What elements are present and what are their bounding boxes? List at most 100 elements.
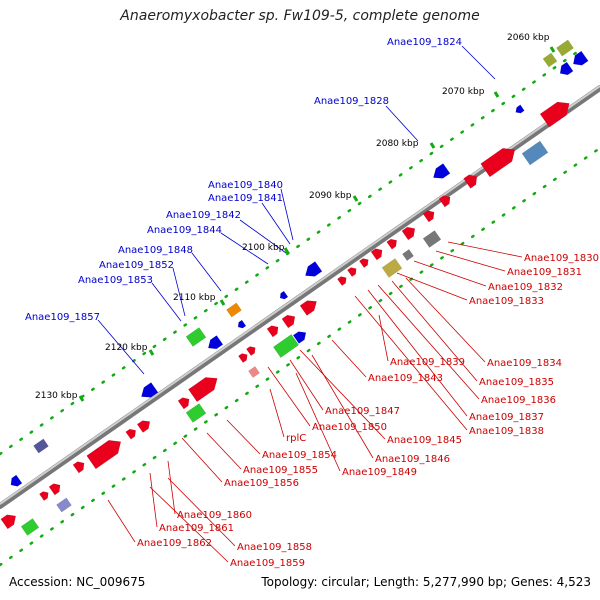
gene-label: Anae109_1858 [237, 542, 312, 553]
scale-tick-label: 2110 kbp [173, 293, 216, 303]
leader-line-top [151, 282, 182, 322]
leader-line-bottom [206, 432, 242, 470]
reverse-gene-arrow [141, 382, 159, 398]
gene-label: Anae109_1841 [208, 193, 283, 204]
gene-label: Anae109_1861 [159, 523, 234, 534]
forward-gene-arrow [337, 276, 347, 286]
forward-gene-arrow [0, 514, 16, 530]
gene-label: Anae109_1828 [314, 96, 389, 107]
leader-line-top [461, 45, 496, 80]
leader-line-bottom [396, 272, 468, 301]
leader-line-bottom [331, 339, 367, 378]
gene-label: Anae109_1843 [368, 373, 443, 384]
forward-gene-arrow [359, 258, 369, 268]
leader-line-bottom [405, 277, 486, 363]
leader-line-top [97, 319, 145, 375]
scale-tick-mark [219, 299, 226, 306]
reverse-gene-arrow [207, 335, 224, 350]
leader-line-bottom [167, 460, 176, 515]
gene-label: Anae109_1833 [469, 296, 544, 307]
leader-line-top [261, 202, 291, 245]
dotted-track-2 [0, 146, 600, 567]
gene-label: Anae109_1847 [325, 406, 400, 417]
leader-line-bottom [435, 250, 506, 272]
gene-label: rplC [286, 433, 306, 444]
forward-gene-arrow [266, 325, 279, 338]
scale-tick-label: 2060 kbp [507, 33, 550, 43]
gene-label: Anae109_1852 [99, 260, 174, 271]
forward-gene-arrow [299, 300, 317, 316]
gene-label: Anae109_1839 [390, 357, 465, 368]
gene-label: Anae109_1859 [230, 558, 305, 569]
forward-gene-arrow [386, 238, 397, 250]
gene-label: Anae109_1853 [78, 275, 153, 286]
scale-ticks: 2060 kbp 2070 kbp 2080 kbp 2090 kbp 2100 kbp… [35, 33, 556, 402]
leader-line-bottom [413, 260, 487, 287]
leader-line-top [239, 219, 287, 254]
leader-line-bottom [181, 437, 223, 483]
forward-gene-arrow [177, 397, 190, 410]
map-title: Anaeromyxobacter sp. Fw109-5, complete g… [120, 8, 480, 24]
forward-gene-arrow [292, 331, 307, 344]
forward-gene-arrow [401, 226, 416, 241]
forward-gene-arrow [347, 267, 357, 277]
forward-gene-arrow [463, 174, 478, 189]
leader-line-bottom [226, 419, 261, 455]
gene-label: Anae109_1834 [487, 358, 562, 369]
leader-line-bottom [149, 486, 229, 563]
scale-tick-mark [148, 349, 155, 356]
leader-line-bottom [367, 289, 468, 417]
gene-label: Anae109_1830 [524, 253, 599, 264]
reverse-gene-arrow [573, 50, 589, 66]
feature-box [56, 497, 72, 513]
reverse-gene-arrow [515, 104, 525, 114]
gene-label: Anae109_1844 [147, 225, 222, 236]
dotted-track-1 [0, 48, 582, 456]
forward-gene-arrow [246, 346, 256, 356]
gene-label: Anae109_1840 [208, 180, 283, 191]
leader-line-bottom [354, 295, 468, 431]
reverse-gene-arrow [237, 319, 247, 329]
forward-gene-arrow [188, 377, 218, 403]
gene-label: Anae109_1842 [166, 210, 241, 221]
gene-features [0, 39, 589, 536]
gene-label: Anae109_1850 [312, 422, 387, 433]
scale-tick-label: 2070 kbp [442, 87, 485, 97]
feature-box [422, 230, 442, 248]
scale-tick-mark [78, 395, 85, 402]
reverse-gene-arrow [559, 61, 574, 76]
gene-label: Anae109_1855 [243, 465, 318, 476]
leader-line-bottom [378, 314, 389, 362]
scale-tick-label: 2090 kbp [309, 191, 352, 201]
feature-box [542, 52, 558, 68]
feature-box [521, 140, 549, 166]
scale-tick-mark [352, 195, 359, 202]
leader-line-top [220, 232, 269, 265]
gene-label: Anae109_1838 [469, 426, 544, 437]
scale-tick-label: 2130 kbp [35, 391, 78, 401]
leader-line-bottom [289, 359, 324, 411]
leader-line-top [191, 252, 222, 292]
feature-box [272, 334, 300, 358]
topology-summary: Topology: circular; Length: 5,277,990 bp… [261, 575, 591, 589]
forward-gene-arrow [422, 210, 435, 223]
scale-tick-label: 2100 kbp [242, 243, 285, 253]
accession-text: Accession: NC_009675 [9, 575, 146, 589]
feature-box [556, 39, 574, 57]
feature-box [185, 403, 207, 423]
scale-tick-mark [549, 46, 556, 53]
gene-label: Anae109_1831 [507, 267, 582, 278]
gene-label: Anae109_1824 [387, 37, 462, 48]
scale-tick-mark [283, 247, 290, 254]
scale-tick-label: 2080 kbp [376, 139, 419, 149]
gene-label: Anae109_1857 [25, 312, 100, 323]
label-leader-lines [97, 45, 523, 563]
feature-box [248, 366, 260, 378]
forward-strand-labels: Anae109_1830 Anae109_1831 Anae109_1832 Anae… [137, 253, 599, 569]
gene-label: Anae109_1854 [262, 450, 337, 461]
forward-gene-arrow [281, 314, 296, 329]
feature-box [33, 438, 49, 454]
leader-line-bottom [295, 372, 341, 472]
reverse-gene-arrow [279, 290, 289, 300]
